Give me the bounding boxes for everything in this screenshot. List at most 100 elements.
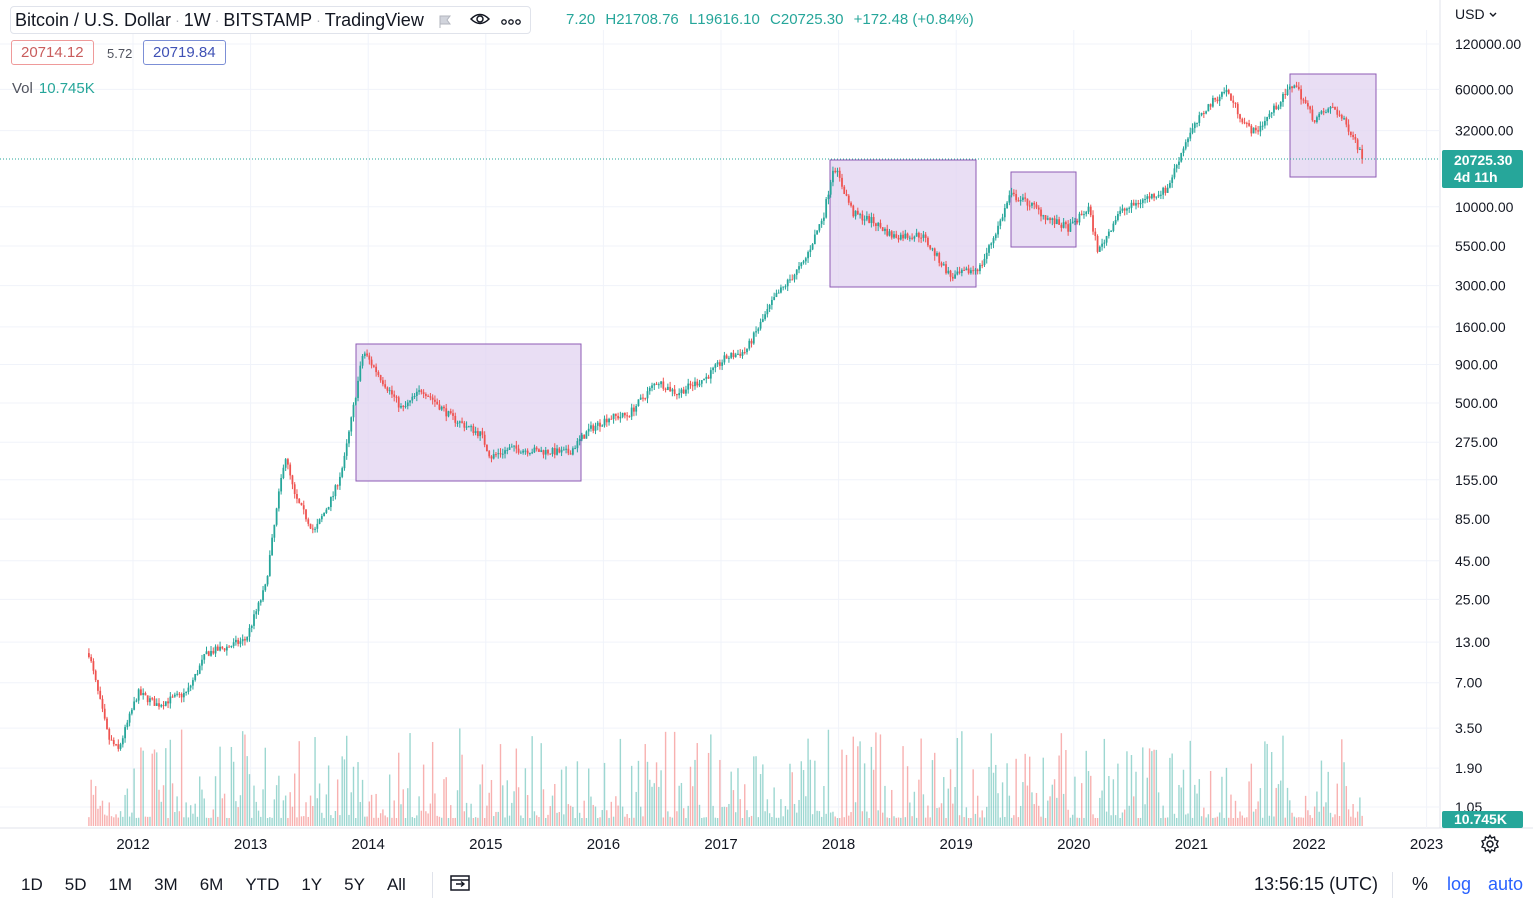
volume-bar	[239, 795, 242, 826]
candle-body	[1071, 221, 1074, 224]
volume-bar	[597, 817, 599, 826]
utc-clock[interactable]: 13:56:15 (UTC)	[1254, 874, 1379, 894]
candle-body	[990, 243, 993, 246]
candle-body	[571, 448, 574, 455]
candle-body	[759, 321, 762, 329]
volume-bar	[1065, 750, 1067, 826]
candle-body	[1017, 200, 1020, 202]
volume-bar	[1341, 739, 1343, 826]
volume-bar	[1105, 811, 1108, 826]
range-5d-button[interactable]: 5D	[64, 875, 87, 894]
candle-body	[755, 331, 757, 333]
volume-bar	[1250, 763, 1253, 826]
volume-bar	[262, 789, 264, 826]
candle-body	[1322, 111, 1325, 113]
volume-bar	[160, 801, 162, 826]
volume-bar	[248, 774, 251, 826]
volume-bar	[1352, 804, 1354, 826]
volume-bar	[1148, 748, 1151, 826]
flag-icon[interactable]	[438, 13, 452, 28]
candle-body	[868, 215, 871, 223]
range-1d-button[interactable]: 1D	[21, 875, 43, 894]
volume-bar	[1142, 747, 1144, 826]
range-1m-button[interactable]: 1M	[108, 875, 133, 894]
candle-body	[972, 270, 975, 272]
spread-value: 5.72	[107, 46, 133, 61]
range-5y-button[interactable]: 5Y	[344, 875, 365, 894]
interval-label[interactable]: 1W	[183, 9, 211, 30]
volume-bar	[264, 747, 266, 826]
volume-bar	[569, 805, 572, 826]
candle-body	[782, 286, 785, 288]
gear-icon[interactable]	[1480, 834, 1500, 859]
sell-price-button[interactable]: 20714.12	[11, 40, 94, 65]
eye-icon[interactable]	[469, 10, 490, 31]
log-scale-toggle[interactable]: log	[1447, 874, 1472, 894]
range-all-button[interactable]: All	[386, 875, 406, 894]
symbol-legend[interactable]: Bitcoin / U.S. Dollar · 1W · BITSTAMP · …	[10, 6, 531, 34]
highlight-rectangle[interactable]	[1289, 73, 1377, 178]
range-6m-button[interactable]: 6M	[199, 875, 224, 894]
go-to-date-icon[interactable]	[449, 873, 473, 898]
chart-canvas[interactable]: 120000.00 60000.00 32000.00 10000.00 5500.00…	[0, 0, 1533, 862]
volume-bar	[1114, 815, 1117, 826]
volume-bar	[603, 762, 606, 826]
volume-bar	[796, 812, 798, 826]
candle-body	[1019, 199, 1022, 202]
candle-body	[680, 389, 683, 394]
candle-body	[599, 422, 601, 427]
candle-body	[230, 646, 233, 648]
candle-body	[581, 434, 583, 440]
range-3m-button[interactable]: 3M	[154, 875, 178, 894]
candle-body	[1223, 91, 1226, 93]
candle-body	[119, 744, 122, 749]
y-tick-label: 3.50	[1455, 720, 1482, 736]
candle-body	[1046, 218, 1049, 220]
candle-body	[1311, 109, 1314, 121]
buy-price-button[interactable]: 20719.84	[143, 40, 226, 65]
candle-body	[1356, 139, 1359, 150]
candle-body	[207, 651, 210, 656]
volume-bar	[777, 817, 780, 826]
volume-bar	[927, 805, 929, 826]
y-tick-label: 10000.00	[1455, 199, 1514, 215]
candle-body	[1250, 125, 1253, 134]
volume-legend[interactable]: Vol 10.745K	[12, 80, 95, 97]
candle-body	[262, 590, 264, 601]
highlight-rectangle[interactable]	[829, 159, 977, 288]
candle-body	[415, 391, 418, 397]
candle-body	[244, 639, 246, 641]
candle-body	[246, 636, 249, 641]
volume-bar	[802, 770, 805, 826]
candle-body	[372, 365, 375, 367]
candle-body	[1291, 86, 1293, 89]
volume-bar	[359, 801, 361, 826]
volume-bar	[1029, 756, 1031, 826]
range-ytd-button[interactable]: YTD	[245, 875, 280, 894]
volume-bar	[400, 804, 402, 826]
candle-body	[908, 237, 911, 239]
volume-bar	[859, 741, 861, 826]
symbol-name[interactable]: Bitcoin / U.S. Dollar	[15, 9, 172, 30]
candle-body	[619, 416, 622, 419]
candle-body	[332, 496, 335, 498]
highlight-rectangle[interactable]	[1010, 171, 1077, 248]
auto-scale-toggle[interactable]: auto	[1488, 874, 1524, 894]
volume-bar	[981, 810, 983, 826]
candle-body	[856, 210, 859, 215]
volume-bar	[1320, 760, 1323, 826]
percent-scale-toggle[interactable]: %	[1412, 874, 1429, 894]
candle-body	[506, 449, 509, 451]
volume-bar	[1047, 800, 1049, 826]
candle-body	[671, 389, 674, 392]
more-options-icon[interactable]	[500, 10, 522, 31]
volume-bar	[931, 760, 934, 826]
range-1y-button[interactable]: 1Y	[301, 875, 323, 894]
volume-bar	[956, 737, 959, 826]
candle-body	[583, 434, 586, 439]
candle-body	[834, 170, 837, 173]
highlight-rectangle[interactable]	[355, 343, 582, 482]
currency-selector[interactable]: USD	[1455, 6, 1498, 22]
candle-body	[529, 453, 531, 455]
bar-countdown: 4d 11h	[1454, 169, 1498, 185]
